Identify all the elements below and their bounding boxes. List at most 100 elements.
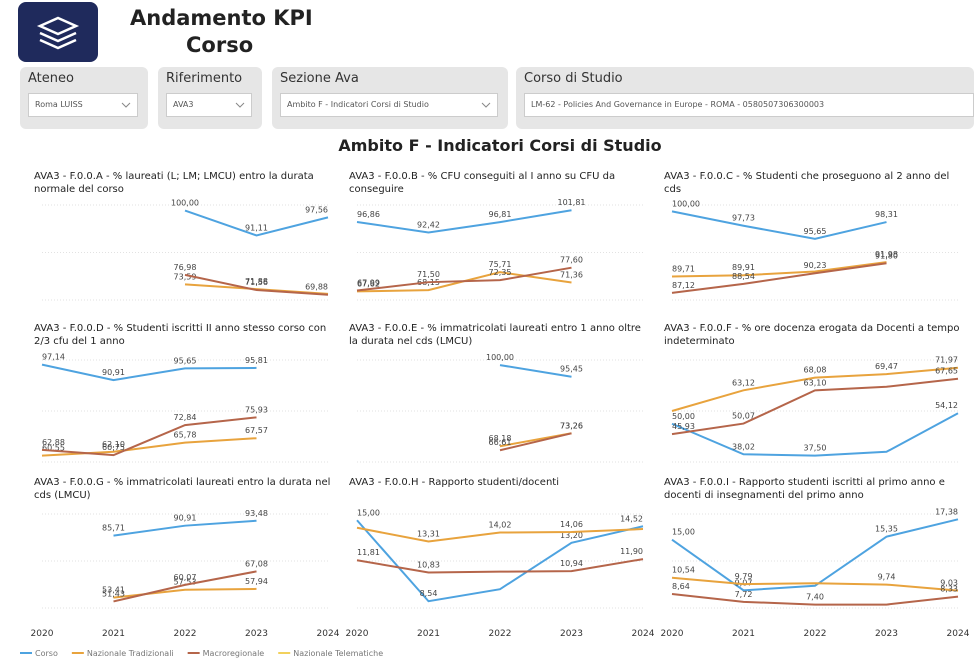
data-label: 67,99	[357, 279, 380, 288]
series-line	[671, 518, 959, 592]
data-label: 9,79	[735, 572, 753, 581]
data-label: 72,35	[489, 268, 512, 277]
legend-label: Macroregionale	[203, 649, 265, 658]
filter-label: Sezione Ava	[280, 71, 359, 86]
x-tick-label: 2023	[560, 629, 583, 639]
data-label: 15,00	[672, 528, 695, 537]
data-label: 60,75	[102, 443, 125, 452]
data-label: 96,86	[357, 210, 380, 219]
data-label: 54,12	[935, 401, 958, 410]
data-label: 37,50	[804, 444, 827, 453]
data-label: 85,71	[102, 524, 125, 533]
data-label: 88,54	[732, 272, 755, 281]
series-line	[41, 416, 257, 457]
data-label: 101,81	[558, 198, 586, 207]
dropdown[interactable]: Roma LUISS	[28, 93, 138, 117]
x-tick-label: 2022	[489, 629, 512, 639]
chart-title: AVA3 - F.0.0.H - Rapporto studenti/docen…	[349, 477, 559, 488]
data-label: 14,06	[560, 520, 583, 529]
chart-title: AVA3 - F.0.0.F - % ore docenza erogata d…	[664, 323, 960, 347]
series-line	[671, 412, 959, 457]
dropdown[interactable]: Ambito F - Indicatori Corsi di Studio	[280, 93, 498, 117]
filter-label: Ateneo	[28, 71, 74, 86]
data-label: 89,91	[732, 263, 755, 272]
data-label: 45,93	[672, 422, 695, 431]
data-label: 15,35	[875, 525, 898, 534]
x-tick-label: 2024	[317, 629, 340, 639]
series-line	[671, 576, 959, 592]
data-label: 95,65	[174, 356, 197, 365]
dropdown[interactable]: LM-62 - Policies And Governance in Europ…	[524, 93, 974, 117]
data-label: 8,33	[940, 585, 958, 594]
series-line	[41, 437, 257, 457]
data-label: 7,72	[735, 590, 753, 599]
chart-title: AVA3 - F.0.0.E - % immatricolati laureat…	[349, 323, 641, 347]
data-label: 51,43	[102, 589, 125, 598]
data-label: 11,90	[620, 547, 643, 556]
data-label: 71,36	[560, 271, 583, 280]
data-label: 13,31	[417, 529, 440, 538]
data-label: 73,59	[174, 272, 197, 281]
data-label: 60,07	[174, 573, 197, 582]
data-label: 9,03	[940, 579, 958, 588]
data-label: 100,00	[486, 353, 514, 362]
series-line	[671, 592, 959, 606]
dropdown[interactable]: AVA3	[166, 93, 252, 117]
data-label: 14,52	[620, 514, 643, 523]
data-label: 67,57	[245, 426, 268, 435]
series-line	[499, 364, 572, 378]
chart-title: AVA3 - F.0.0.C - % Studenti che proseguo…	[664, 171, 950, 195]
filter: Riferimento AVA3	[158, 67, 262, 129]
data-label: 7,40	[806, 593, 824, 602]
series-line	[184, 273, 329, 296]
x-tick-label: 2023	[245, 629, 268, 639]
data-label: 14,02	[489, 521, 512, 530]
chart-title: AVA3 - F.0.0.I - Rapporto studenti iscri…	[664, 477, 945, 501]
filter-label: Riferimento	[166, 71, 243, 86]
data-label: 96,81	[489, 210, 512, 219]
data-label: 62,10	[102, 440, 125, 449]
x-tick-label: 2024	[947, 629, 970, 639]
data-label: 13,20	[560, 531, 583, 540]
data-label: 77,60	[560, 256, 583, 265]
x-tick-label: 2020	[346, 629, 369, 639]
data-label: 97,73	[732, 214, 755, 223]
data-label: 76,98	[174, 263, 197, 272]
x-tick-label: 2022	[804, 629, 827, 639]
data-label: 57,53	[174, 578, 197, 587]
legend-label: Corso	[35, 649, 58, 658]
data-label: 71,88	[245, 277, 268, 286]
data-label: 57,94	[245, 577, 268, 586]
data-label: 93,48	[245, 509, 268, 518]
data-label: 17,38	[935, 507, 958, 516]
filter-label: Corso di Studio	[524, 71, 623, 86]
series-line	[671, 210, 887, 240]
data-label: 68,08	[804, 366, 827, 375]
data-label: 10,83	[417, 561, 440, 570]
data-label: 91,11	[245, 223, 268, 232]
data-label: 91,80	[875, 251, 898, 260]
series-line	[671, 377, 959, 436]
data-label: 100,00	[672, 199, 700, 208]
filter: Ateneo Roma LUISS	[20, 67, 148, 129]
series-line	[356, 209, 572, 234]
data-label: 69,47	[875, 362, 898, 371]
x-tick-label: 2024	[632, 629, 655, 639]
series-line	[41, 363, 257, 382]
data-label: 66,61	[489, 438, 512, 447]
data-label: 75,71	[489, 260, 512, 269]
chart-title: AVA3 - F.0.0.B - % CFU conseguiti al I a…	[349, 171, 616, 195]
data-label: 50,07	[732, 412, 755, 421]
data-label: 90,23	[804, 261, 827, 270]
data-label: 95,81	[245, 356, 268, 365]
x-tick-label: 2023	[875, 629, 898, 639]
series-line	[671, 262, 887, 294]
series-line	[499, 432, 572, 452]
data-label: 67,62	[357, 279, 380, 288]
section-title: Ambito F - Indicatori Corsi di Studio	[338, 136, 662, 155]
data-label: 97,56	[305, 205, 328, 214]
series-line	[671, 261, 887, 278]
dropdown-value: Ambito F - Indicatori Corsi di Studio	[287, 100, 429, 109]
